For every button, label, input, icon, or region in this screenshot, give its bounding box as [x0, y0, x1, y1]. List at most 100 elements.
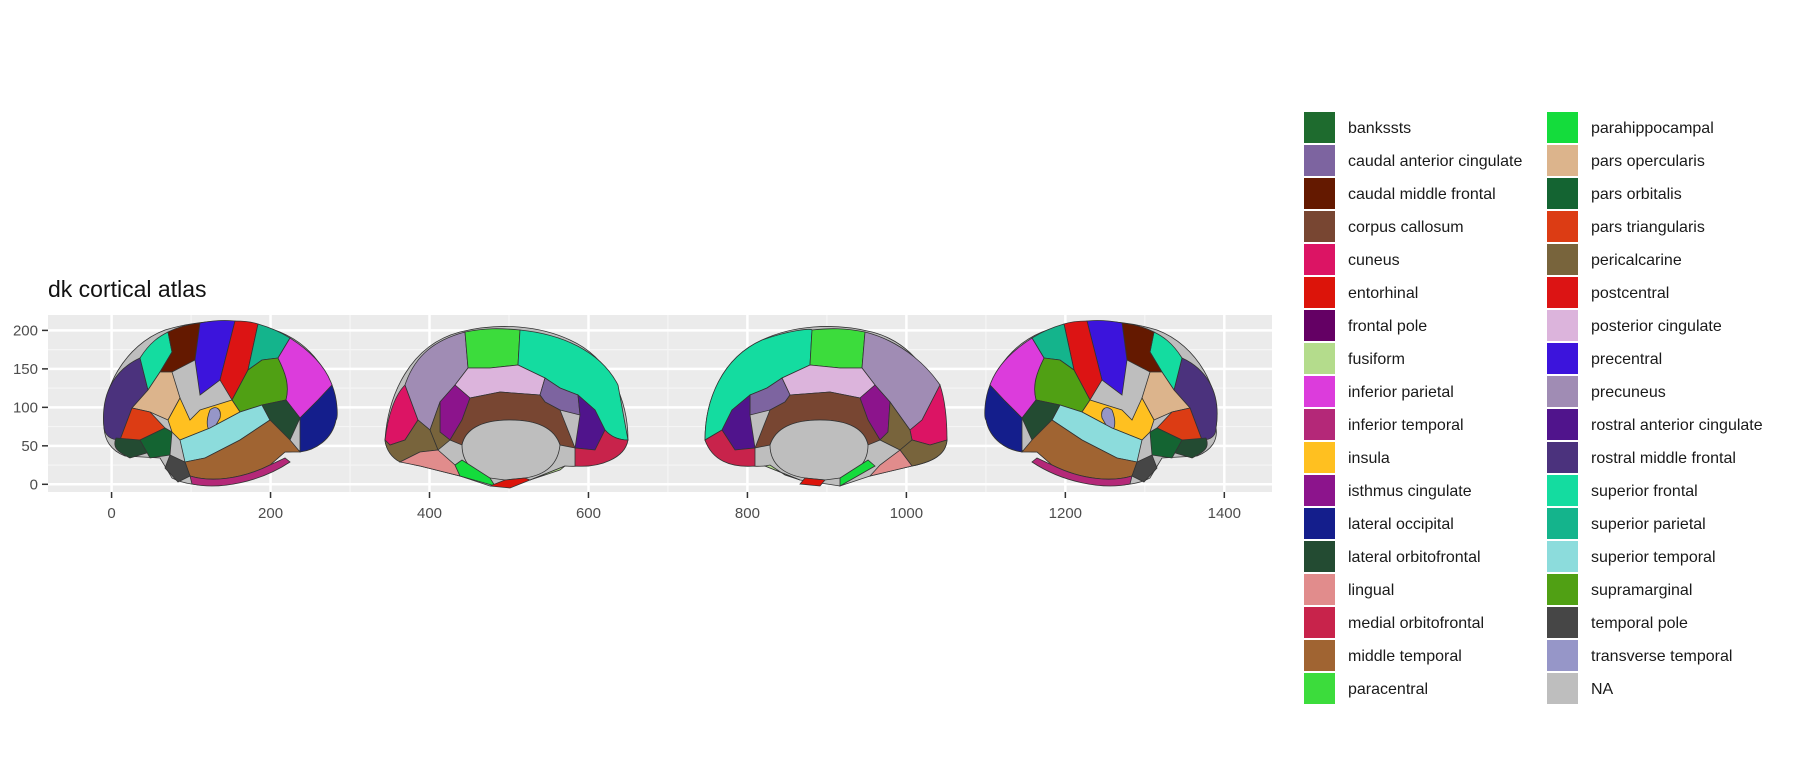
brain-view-lateral-right — [984, 320, 1218, 487]
legend-label: superior frontal — [1591, 483, 1698, 500]
legend-item: rostral middle frontal — [1547, 442, 1787, 475]
legend-label: pericalcarine — [1591, 252, 1682, 269]
legend-item: NA — [1547, 673, 1787, 706]
legend-label: frontal pole — [1348, 318, 1428, 335]
legend-item: inferior temporal — [1304, 409, 1544, 442]
legend-item: cuneus — [1304, 244, 1544, 277]
legend-item: insula — [1304, 442, 1544, 475]
legend-label: entorhinal — [1348, 285, 1419, 302]
legend-label: precuneus — [1591, 384, 1666, 401]
legend-item: inferior parietal — [1304, 376, 1544, 409]
x-tick-label: 400 — [417, 505, 442, 522]
legend-swatch — [1304, 145, 1335, 176]
legend-label: middle temporal — [1348, 648, 1462, 665]
legend-swatch — [1547, 211, 1578, 242]
legend-label: caudal anterior cingulate — [1348, 153, 1523, 170]
legend-label: precentral — [1591, 351, 1663, 368]
legend-item: frontal pole — [1304, 310, 1544, 343]
legend-swatch — [1304, 607, 1335, 638]
x-tick-label: 1400 — [1208, 505, 1241, 522]
legend-label: bankssts — [1348, 120, 1412, 137]
y-tick-label: 150 — [13, 361, 38, 378]
axis-ticks: 0 200 400 600 800 1000 1200 1400 0 50 100 150 200 — [13, 322, 1241, 522]
legend-item: lateral occipital — [1304, 508, 1544, 541]
legend-label: insula — [1348, 450, 1390, 467]
legend-item: caudal anterior cingulate — [1304, 145, 1544, 178]
legend-label: isthmus cingulate — [1348, 483, 1472, 500]
legend-label: lingual — [1348, 582, 1395, 599]
legend-item: isthmus cingulate — [1304, 475, 1544, 508]
legend-item: superior frontal — [1547, 475, 1787, 508]
legend-label: inferior parietal — [1348, 384, 1454, 401]
x-tick-label: 800 — [735, 505, 760, 522]
legend-label: paracentral — [1348, 681, 1429, 698]
legend-item: pars orbitalis — [1547, 178, 1787, 211]
legend-swatch — [1304, 112, 1335, 143]
legend-label: pars triangularis — [1591, 219, 1705, 236]
legend-swatch — [1304, 244, 1335, 275]
legend-swatch — [1304, 640, 1335, 671]
legend-item: supramarginal — [1547, 574, 1787, 607]
x-tick-label: 0 — [107, 505, 115, 522]
x-tick-label: 1000 — [890, 505, 923, 522]
chart-title: dk cortical atlas — [48, 276, 207, 302]
legend-swatch — [1547, 409, 1578, 440]
brain-view-medial-left — [384, 326, 629, 489]
legend-swatch — [1547, 310, 1578, 341]
legend-item: lateral orbitofrontal — [1304, 541, 1544, 574]
legend-label: transverse temporal — [1591, 648, 1733, 665]
legend-item: middle temporal — [1304, 640, 1544, 673]
legend-swatch — [1304, 310, 1335, 341]
legend-label: pars opercularis — [1591, 153, 1705, 170]
legend-label: NA — [1591, 681, 1614, 698]
legend-swatch — [1304, 508, 1335, 539]
legend-item: paracentral — [1304, 673, 1544, 706]
legend-swatch — [1547, 145, 1578, 176]
y-tick-label: 50 — [21, 438, 38, 455]
y-tick-label: 200 — [13, 322, 38, 339]
legend-item: rostral anterior cingulate — [1547, 409, 1787, 442]
legend-swatch — [1304, 475, 1335, 506]
legend-label: corpus callosum — [1348, 219, 1464, 236]
legend-swatch — [1547, 673, 1578, 704]
legend-label: medial orbitofrontal — [1348, 615, 1485, 632]
legend-swatch — [1547, 508, 1578, 539]
legend-swatch — [1304, 673, 1335, 704]
legend-swatch — [1547, 541, 1578, 572]
legend-swatch — [1547, 178, 1578, 209]
legend-label: parahippocampal — [1591, 120, 1714, 137]
legend-swatch — [1304, 277, 1335, 308]
legend-swatch — [1547, 343, 1578, 374]
legend-item: entorhinal — [1304, 277, 1544, 310]
legend-label: posterior cingulate — [1591, 318, 1722, 335]
legend-label: cuneus — [1348, 252, 1400, 269]
legend-label: lateral orbitofrontal — [1348, 549, 1481, 566]
legend-swatch — [1304, 409, 1335, 440]
legend-swatch — [1547, 112, 1578, 143]
legend-swatch — [1547, 607, 1578, 638]
legend-swatch — [1547, 475, 1578, 506]
legend-swatch — [1304, 178, 1335, 209]
legend-item: medial orbitofrontal — [1304, 607, 1544, 640]
legend-label: superior parietal — [1591, 516, 1706, 533]
legend-item: posterior cingulate — [1547, 310, 1787, 343]
legend-item: bankssts — [1304, 112, 1544, 145]
legend-swatch — [1304, 211, 1335, 242]
legend-swatch — [1304, 541, 1335, 572]
legend-swatch — [1547, 376, 1578, 407]
legend-label: supramarginal — [1591, 582, 1693, 599]
y-tick-label: 0 — [30, 476, 38, 493]
legend-item: precentral — [1547, 343, 1787, 376]
legend-item: parahippocampal — [1547, 112, 1787, 145]
legend-swatch — [1304, 442, 1335, 473]
legend-label: temporal pole — [1591, 615, 1688, 632]
brain-view-medial-right — [704, 326, 948, 487]
legend-item: temporal pole — [1547, 607, 1787, 640]
legend-item: superior temporal — [1547, 541, 1787, 574]
legend-item: pars triangularis — [1547, 211, 1787, 244]
legend-label: fusiform — [1348, 351, 1405, 368]
legend-swatch — [1304, 574, 1335, 605]
legend-item: superior parietal — [1547, 508, 1787, 541]
x-tick-label: 600 — [576, 505, 601, 522]
legend-swatch — [1547, 277, 1578, 308]
